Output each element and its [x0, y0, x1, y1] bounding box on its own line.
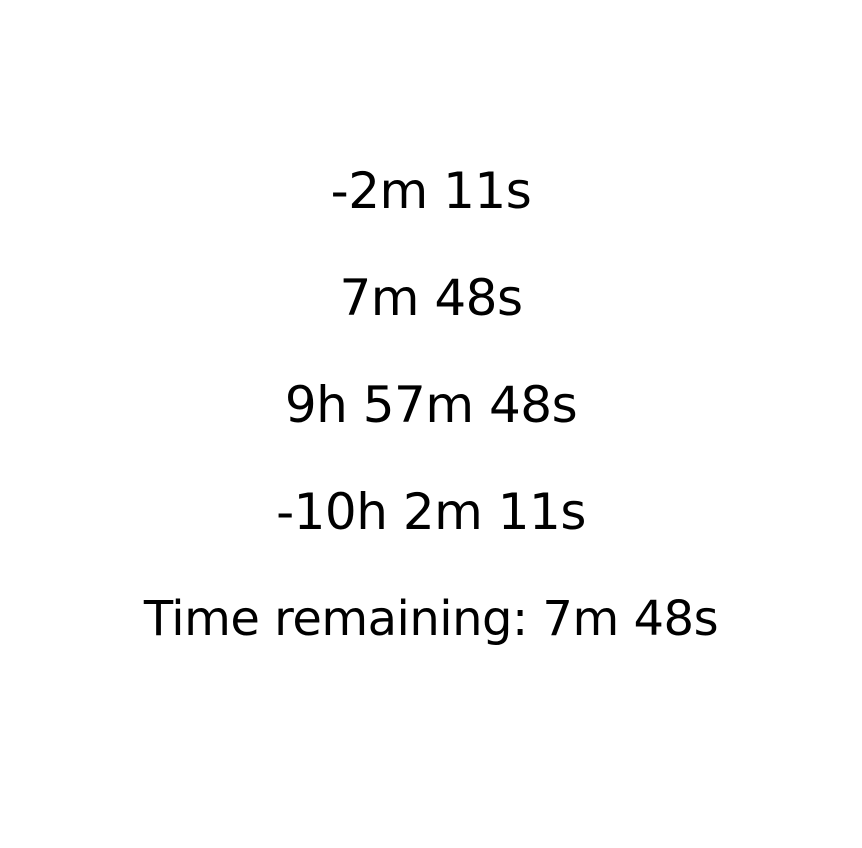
duration-negative-long: -10h 2m 11s — [276, 483, 586, 541]
duration-negative-short: -2m 11s — [330, 162, 532, 220]
duration-positive-short: 7m 48s — [339, 269, 523, 327]
duration-positive-long: 9h 57m 48s — [284, 376, 578, 434]
time-remaining-label: Time remaining: 7m 48s — [143, 591, 719, 647]
